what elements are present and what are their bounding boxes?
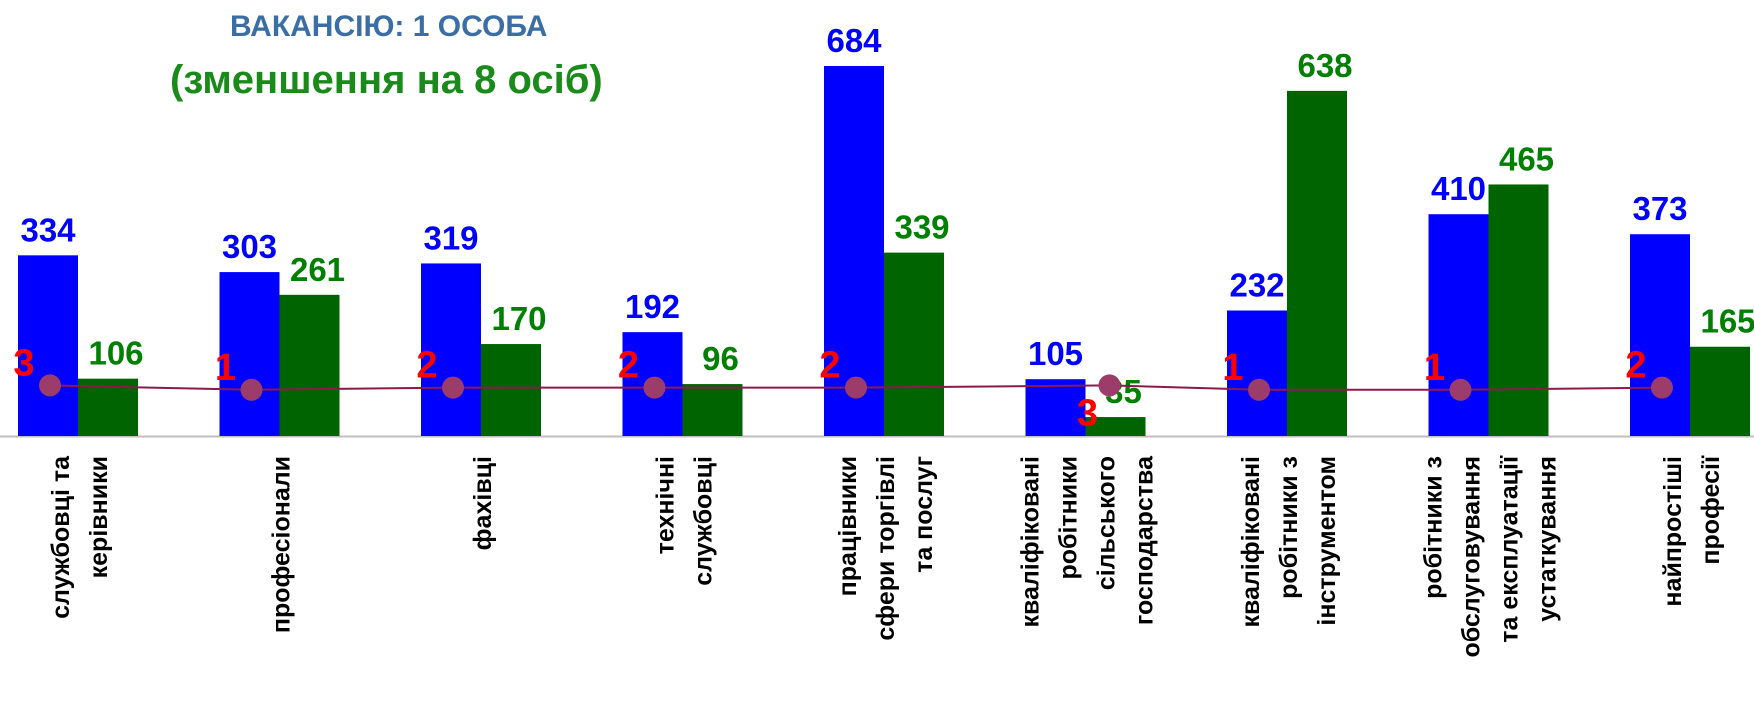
category-label-8-line2: обслуговування [1458,456,1486,657]
category-label-7-line3: інструментом [1313,456,1341,626]
line-label-3: 2 [416,345,437,387]
line-label-6: 3 [1077,392,1098,434]
data-label-series1-2: 303 [222,228,277,265]
line-marker-5 [845,376,867,399]
category-label-7-line2: робітники з [1275,456,1303,599]
line-marker-9 [1651,376,1673,399]
bar-series2-5 [884,252,944,436]
category-label-6-line4: господарства [1131,455,1159,625]
bar-series1-9 [1630,234,1690,436]
bar-series1-6 [1025,379,1086,436]
data-label-series2-3: 170 [491,300,546,337]
data-label-series1-3: 319 [423,219,478,256]
bar-series1-5 [824,66,884,436]
category-label-2-line1: професіонали [268,456,296,633]
category-label-6-line3: сільського [1093,456,1121,590]
category-label-1-line1: службовці та [47,455,75,619]
bar-series1-2 [219,272,280,436]
category-label-6-line2: робітники [1055,456,1083,580]
data-label-series2-5: 339 [894,209,949,246]
bar-series2-8 [1488,184,1549,436]
data-label-series1-8: 410 [1431,170,1486,207]
bar-series1-3 [421,263,481,436]
data-label-series2-7: 638 [1297,47,1352,84]
data-label-series1-1: 334 [20,211,76,248]
line-label-4: 2 [618,345,639,387]
data-label-series1-6: 105 [1028,335,1083,372]
line-label-9: 2 [1625,345,1646,387]
line-marker-3 [442,376,464,399]
bar-series1-8 [1428,214,1489,436]
category-label-1-line2: керівники [85,456,113,578]
bar-series2-2 [279,294,340,436]
category-label-5-line1: працівники [834,456,862,596]
line-marker-8 [1449,378,1472,401]
data-label-series2-2: 261 [290,251,345,288]
line-label-5: 2 [819,345,840,387]
line-label-2: 1 [215,347,236,389]
category-label-9-line2: професії [1697,455,1725,565]
bar-series1-7 [1227,310,1287,436]
bar-series2-3 [481,344,541,436]
category-label-7-line1: кваліфіковані [1237,456,1265,628]
category-label-9-line1: найпростіші [1659,456,1687,607]
data-label-series1-4: 192 [625,288,680,325]
data-label-series1-7: 232 [1229,267,1284,304]
category-label-3-line1: фахівці [469,456,497,550]
category-label-4-line1: технічні [652,456,680,554]
data-label-series1-9: 373 [1632,190,1687,227]
data-label-series2-4: 96 [702,340,739,377]
chart-title-line1: ВАКАНСІЮ: 1 ОСОБА [230,10,548,43]
category-label-5-line2: сфери торгівлі [872,456,900,641]
bar-series1-1 [18,255,78,436]
line-marker-6 [1098,374,1121,397]
line-marker-1 [39,374,61,397]
line-marker-7 [1248,378,1270,401]
line-marker-2 [240,378,263,401]
category-label-8-line1: робітники з [1420,456,1448,599]
bar-series2-6 [1085,417,1146,436]
data-label-series2-1: 106 [88,335,143,372]
chart-title-line2: (зменшення на 8 осіб) [170,58,603,102]
category-label-4-line2: службовці [690,456,718,586]
category-label-6-line1: кваліфіковані [1017,456,1045,628]
line-marker-4 [643,376,666,399]
data-label-series1-5: 684 [826,22,882,59]
bar-series2-4 [682,384,743,436]
category-label-5-line3: та послуг [910,456,938,573]
bar-series2-9 [1690,346,1750,436]
category-label-8-line3: та експлуатації [1496,455,1524,643]
data-label-series2-9: 165 [1700,303,1754,340]
bar-series2-1 [78,378,138,436]
line-label-8: 1 [1424,347,1445,389]
line-label-1: 3 [13,342,34,384]
category-label-8-line4: устаткування [1534,456,1562,622]
line-label-7: 1 [1222,347,1243,389]
data-label-series2-8: 465 [1499,140,1554,177]
bar-series2-7 [1287,90,1347,436]
